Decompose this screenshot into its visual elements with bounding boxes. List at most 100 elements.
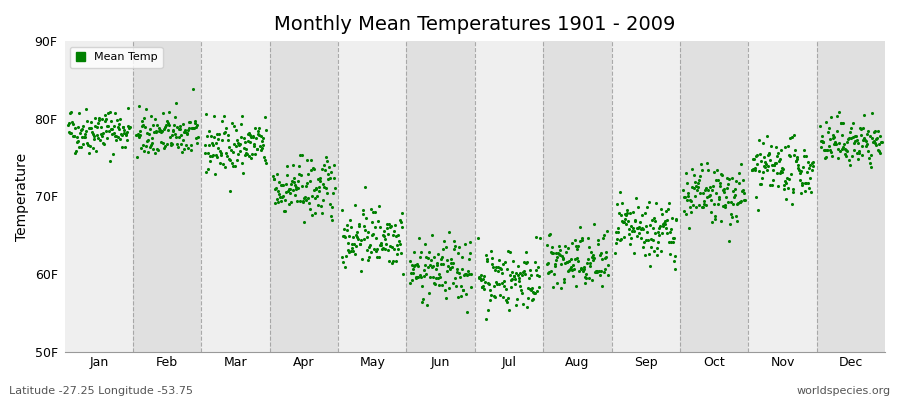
Point — [427, 280, 441, 287]
Point — [151, 125, 166, 132]
Point — [544, 248, 558, 255]
Point — [443, 265, 457, 272]
Point — [409, 274, 423, 280]
Point — [310, 176, 325, 182]
Point — [288, 192, 302, 198]
Point — [502, 248, 517, 255]
Point — [852, 148, 867, 154]
Point — [725, 200, 740, 207]
Point — [859, 142, 873, 149]
Point — [113, 136, 128, 142]
Point — [341, 240, 356, 246]
Point — [500, 299, 514, 306]
Point — [71, 138, 86, 144]
Point — [827, 141, 842, 148]
Point — [132, 133, 147, 140]
Point — [205, 140, 220, 146]
Point — [206, 152, 220, 158]
Point — [558, 243, 572, 249]
Point — [706, 169, 721, 175]
Point — [87, 133, 102, 139]
Point — [110, 116, 124, 123]
Point — [361, 257, 375, 264]
Point — [754, 181, 769, 187]
Point — [250, 146, 265, 152]
Point — [256, 154, 271, 161]
Point — [75, 134, 89, 140]
Bar — [65, 41, 133, 352]
Point — [78, 106, 93, 112]
Point — [862, 154, 877, 161]
Point — [723, 176, 737, 182]
Point — [278, 189, 293, 195]
Point — [519, 249, 534, 255]
Point — [689, 187, 704, 194]
Point — [554, 285, 569, 292]
Point — [575, 235, 590, 241]
Point — [591, 237, 606, 244]
Point — [530, 272, 544, 278]
Point — [725, 175, 740, 182]
Point — [227, 123, 241, 129]
Point — [286, 187, 301, 194]
Point — [619, 212, 634, 218]
Point — [186, 124, 201, 131]
Point — [215, 137, 230, 144]
Point — [226, 149, 240, 155]
Point — [68, 150, 83, 156]
Point — [717, 202, 732, 208]
Point — [449, 282, 464, 289]
Point — [720, 185, 734, 191]
Point — [717, 189, 732, 196]
Point — [112, 116, 127, 122]
Point — [134, 145, 148, 151]
Point — [755, 139, 770, 146]
Point — [598, 255, 613, 261]
Point — [762, 157, 777, 164]
Point — [214, 152, 229, 158]
Point — [623, 241, 637, 247]
Point — [503, 272, 517, 278]
Point — [649, 245, 663, 251]
Point — [381, 247, 395, 254]
Point — [601, 272, 616, 278]
Point — [508, 280, 522, 287]
Point — [373, 223, 387, 230]
Point — [370, 246, 384, 252]
Point — [301, 171, 315, 177]
Point — [369, 235, 383, 242]
Point — [691, 184, 706, 190]
Point — [638, 252, 652, 258]
Point — [115, 144, 130, 151]
Point — [425, 264, 439, 271]
Point — [284, 180, 298, 187]
Point — [780, 184, 795, 191]
Point — [572, 267, 586, 274]
Point — [175, 149, 189, 155]
Point — [868, 140, 882, 146]
Point — [545, 250, 560, 256]
Point — [871, 141, 886, 147]
Point — [727, 194, 742, 200]
Point — [230, 140, 245, 146]
Point — [790, 162, 805, 168]
Point — [66, 133, 80, 139]
Point — [96, 140, 111, 146]
Point — [106, 150, 121, 157]
Point — [384, 223, 399, 230]
Point — [269, 196, 284, 202]
Point — [94, 131, 108, 137]
Point — [150, 146, 165, 152]
Point — [819, 118, 833, 125]
Point — [146, 122, 160, 128]
Point — [573, 265, 588, 271]
Point — [631, 204, 645, 210]
Point — [820, 147, 834, 153]
Point — [288, 182, 302, 188]
Point — [667, 235, 681, 242]
Point — [722, 238, 736, 244]
Point — [233, 141, 248, 148]
Point — [478, 279, 492, 285]
Point — [843, 134, 858, 141]
Point — [482, 297, 497, 303]
